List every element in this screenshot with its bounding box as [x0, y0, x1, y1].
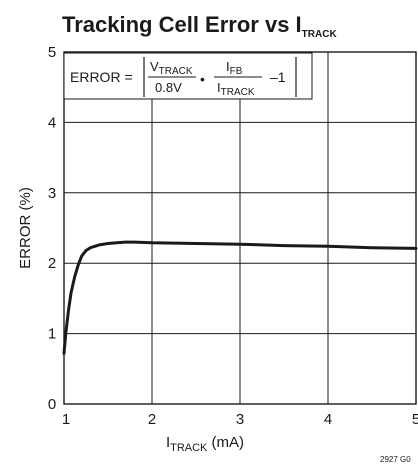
- formula-numerator-1: VTRACK: [150, 59, 193, 77]
- figure-code: 2927 G0: [380, 455, 411, 464]
- y-tick-label: 3: [48, 185, 56, 202]
- error-curve: [62, 240, 418, 355]
- x-tick-label: 4: [324, 411, 332, 428]
- x-tick-label: 5: [412, 411, 418, 428]
- formula-numerator-2: IFB: [226, 59, 243, 77]
- formula-suffix: –1: [270, 69, 286, 85]
- y-tick-label: 2: [48, 255, 56, 272]
- x-tick-label: 3: [236, 411, 244, 428]
- formula-prefix: ERROR =: [70, 69, 133, 85]
- formula-multiply-dot: •: [200, 71, 205, 87]
- x-tick-label: 1: [62, 411, 70, 428]
- formula-denominator-1: 0.8V: [155, 80, 182, 95]
- y-axis-label: ERROR (%): [17, 187, 34, 269]
- formula-box-border: [63, 52, 313, 100]
- y-tick-label: 0: [48, 396, 56, 413]
- chart-title-subscript: TRACK: [302, 29, 338, 40]
- grid-lines: [64, 52, 416, 404]
- formula-denominator-2: ITRACK: [217, 80, 255, 98]
- y-tick-label: 4: [48, 114, 56, 131]
- plot-frame: [63, 51, 417, 405]
- chart-title: Tracking Cell Error vs ITRACK: [62, 12, 337, 40]
- y-tick-label: 1: [48, 326, 56, 343]
- y-tick-label: 5: [48, 44, 56, 61]
- error-formula-box: ERROR = VTRACK 0.8V • IFB ITRACK –1: [63, 52, 313, 100]
- x-tick-label: 2: [148, 411, 156, 428]
- x-axis-label: ITRACK (mA): [166, 434, 244, 454]
